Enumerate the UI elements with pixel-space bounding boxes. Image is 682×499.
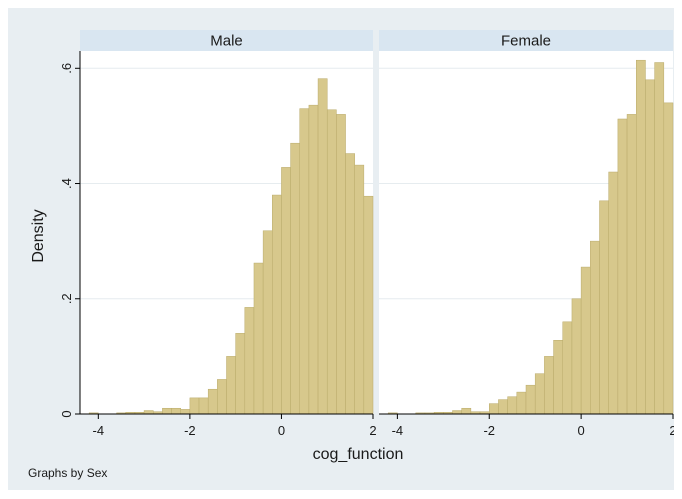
histogram-bar	[262, 230, 273, 415]
histogram-bar	[162, 407, 172, 415]
x-tick-label: -2	[483, 423, 495, 438]
panel-male: Male -4 -2 0 2 0 .2 .4 .6	[59, 30, 377, 438]
histogram-bar	[244, 307, 255, 415]
graphs-by-note: Graphs by Sex	[28, 466, 107, 480]
x-tick-label: 2	[369, 423, 376, 438]
histogram-bar	[636, 59, 646, 415]
histogram-bar	[336, 114, 346, 415]
y-tick-label: .6	[59, 63, 74, 74]
histogram-bar	[525, 384, 536, 415]
histogram-bar	[235, 333, 246, 415]
histogram-bar	[461, 407, 472, 415]
y-tick-label: .2	[59, 293, 74, 304]
y-tick-label: 0	[59, 410, 74, 417]
histogram-bar	[207, 388, 218, 415]
panel-title: Male	[210, 33, 243, 50]
histogram-bar	[452, 410, 462, 415]
x-tick-label: -4	[392, 423, 404, 438]
panel-title: Female	[501, 33, 551, 50]
x-tick-label: 0	[578, 423, 585, 438]
histogram-bar	[654, 62, 665, 415]
chart-figure: Male -4 -2 0 2 0 .2 .4 .6 Female -4 -2 0 2 Density co…	[8, 8, 677, 490]
histogram-bar	[562, 321, 573, 415]
histogram-bar	[617, 118, 628, 415]
x-tick-label: -4	[93, 423, 105, 438]
histogram-bar	[553, 340, 563, 415]
histogram-bar	[590, 240, 600, 415]
histogram-bar	[571, 298, 582, 415]
histogram-bar	[663, 102, 674, 415]
histogram-bar	[299, 108, 310, 415]
x-tick-label: 0	[278, 423, 285, 438]
histogram-bar	[489, 403, 499, 415]
histogram-bar	[317, 78, 328, 415]
y-axis-label: Density	[30, 209, 47, 262]
histogram-bar	[180, 409, 191, 415]
histogram-bar	[580, 266, 591, 415]
histogram-bar	[626, 114, 637, 415]
histogram-bar	[308, 104, 319, 415]
x-tick-label: -2	[184, 423, 196, 438]
histogram-bar	[498, 399, 508, 415]
histogram-bar	[290, 142, 300, 415]
panel-header	[80, 30, 373, 51]
panel-header	[379, 30, 673, 51]
histogram-bar	[345, 153, 355, 415]
axes-layer: Density cog_function Graphs by Sex	[28, 209, 403, 480]
histogram-bar	[645, 79, 655, 415]
histogram-bar	[171, 407, 181, 415]
histogram-bar	[326, 109, 337, 415]
histogram-bar	[599, 200, 609, 415]
histogram-bar	[507, 396, 518, 415]
histogram-bar	[143, 410, 154, 415]
histogram-bar	[354, 164, 365, 415]
histogram-bar	[189, 397, 200, 415]
histogram-bar	[272, 194, 282, 415]
x-tick-label: 2	[669, 423, 674, 438]
panel-female: Female -4 -2 0 2	[379, 30, 677, 438]
histogram-bar	[363, 195, 374, 415]
histogram-bar	[608, 171, 619, 415]
x-axis-label: cog_function	[313, 446, 404, 463]
histogram-bar	[281, 167, 291, 415]
histogram-bar	[217, 379, 227, 415]
histogram-bar	[516, 391, 527, 415]
histogram-bar	[253, 262, 264, 415]
histogram-bar	[198, 397, 209, 415]
histogram-bar	[534, 373, 545, 415]
histogram-bar	[544, 356, 554, 415]
histogram-bar	[226, 356, 236, 415]
y-tick-label: .4	[59, 178, 74, 189]
histogram-chart: Male -4 -2 0 2 0 .2 .4 .6 Female -4 -2 0 2 Density co…	[28, 30, 677, 480]
panels-layer: Male -4 -2 0 2 0 .2 .4 .6 Female -4 -2 0 2	[59, 30, 677, 438]
